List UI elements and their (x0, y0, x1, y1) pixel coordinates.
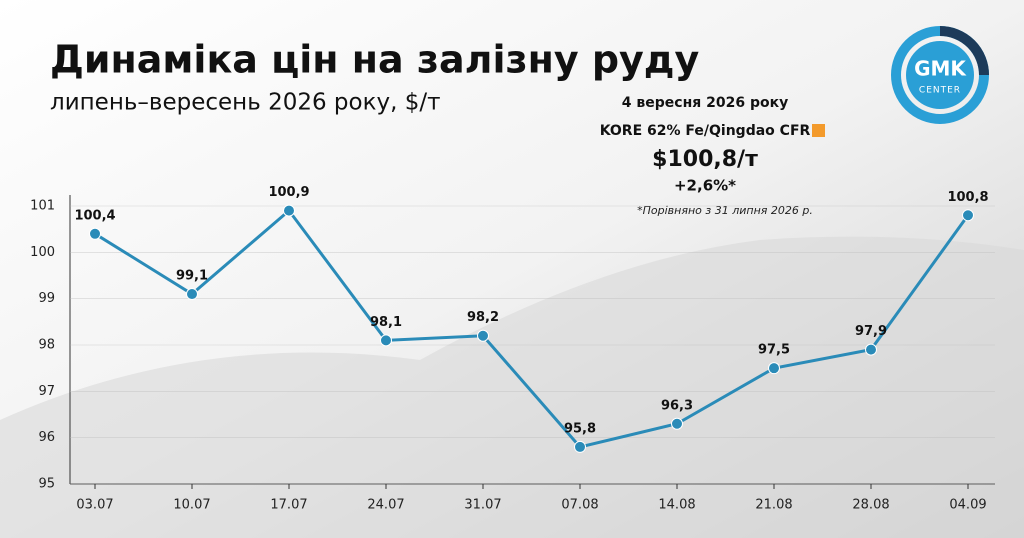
value-label: 100,8 (947, 190, 988, 205)
annotation-index: KORE 62% Fe/Qingdao CFR (600, 123, 811, 139)
point (380, 334, 392, 347)
x-tick-label: 14.08 (658, 498, 695, 513)
value-label: 98,2 (467, 310, 499, 325)
logo-sub: CENTER (919, 86, 961, 96)
y-tick-label: 98 (38, 338, 55, 353)
value-label: 99,1 (176, 269, 208, 284)
y-tick-label: 97 (38, 384, 55, 399)
point (477, 329, 489, 342)
x-tick-label: 07.08 (561, 498, 598, 513)
y-tick-label: 100 (30, 245, 55, 260)
y-tick-label: 101 (30, 199, 55, 214)
value-label: 96,3 (661, 398, 693, 413)
x-tick-label: 24.07 (367, 498, 404, 513)
y-tick-label: 99 (38, 291, 55, 306)
annotation-price: $100,8/т (652, 147, 758, 172)
logo-arc (939, 26, 989, 76)
point (768, 362, 780, 375)
x-tick-label: 10.07 (173, 498, 210, 513)
chart-title: Динаміка цін на залізну руду (50, 38, 699, 82)
annotation-note: *Порівняно з 31 липня 2026 р. (637, 204, 813, 217)
x-tick-label: 31.07 (464, 498, 501, 513)
point (671, 417, 683, 430)
x-tick-label: 04.09 (949, 498, 986, 513)
line (94, 208, 970, 449)
point (962, 209, 974, 222)
background-ore (0, 236, 1024, 538)
point (865, 343, 877, 356)
x-tick-label: 17.07 (270, 498, 307, 513)
annotation-marker (812, 124, 825, 137)
value-label: 97,5 (758, 343, 790, 358)
point (283, 204, 295, 217)
y-tick-label: 96 (38, 430, 55, 445)
point (186, 288, 198, 301)
y-tick-label: 95 (38, 477, 55, 492)
x-tick-label: 21.08 (755, 498, 792, 513)
point (574, 440, 586, 453)
logo: GMK CENTER (891, 26, 989, 124)
value-label: 98,1 (370, 315, 402, 330)
logo-main: GMK (914, 57, 967, 81)
value-label: 97,9 (855, 324, 887, 339)
annotation-change: +2,6%* (674, 177, 736, 195)
annotation-date: 4 вересня 2026 року (622, 95, 788, 111)
point (89, 227, 101, 240)
value-label: 100,4 (74, 208, 115, 223)
value-label: 100,9 (268, 185, 309, 200)
logo-circle (906, 41, 974, 109)
value-label: 95,8 (564, 421, 596, 436)
chart-subtitle: липень–вересень 2026 року, $/т (50, 90, 441, 116)
x-tick-label: 28.08 (852, 498, 889, 513)
plot: 95 96 97 98 99 100 101 03.07 10.07 17.07 24.07 31.0… (30, 185, 995, 513)
x-tick-label: 03.07 (76, 498, 113, 513)
